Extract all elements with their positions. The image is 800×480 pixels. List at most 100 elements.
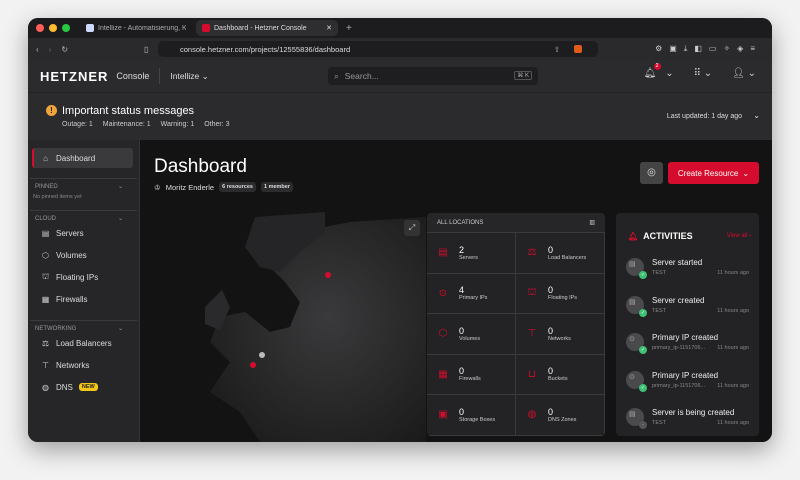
location-stat-storage-box[interactable]: ▣ 0 Storage Boxes — [427, 395, 516, 436]
sidebar-item-load-balancers[interactable]: ⚖ Load Balancers — [41, 338, 112, 348]
browser-window: Intellize - Automatisierung, KI & Da Das… — [28, 18, 772, 442]
notifications-button[interactable]: 🔔︎ 2 ⌄ — [643, 63, 674, 79]
activity-avatar: ⊙ ✓ — [626, 370, 647, 392]
load-balancer-icon: ⚖ — [527, 247, 537, 259]
location-stat-floating-ip[interactable]: ⛫ 0 Floating IPs — [516, 273, 605, 314]
pin-icon: ⊙ — [629, 336, 635, 343]
status-banner[interactable]: ! Important status messages Outage: 1 Mai… — [28, 92, 772, 140]
address-toolbar: ‹ › ↻ ▯ console.hetzner.com/projects/125… — [28, 38, 772, 60]
brave-shield-icon[interactable] — [574, 45, 582, 53]
warning-icon: ! — [46, 105, 57, 116]
location-marker-falkenstein[interactable] — [259, 352, 265, 358]
bookmark-icon[interactable]: ▯ — [144, 44, 149, 54]
close-window-button[interactable] — [36, 24, 44, 32]
pin-icon: ⊙ — [629, 373, 635, 381]
project-selector[interactable]: Intellize ⌄ — [170, 70, 209, 81]
favicon-icon — [86, 24, 94, 32]
close-tab-icon[interactable]: ✕ — [326, 25, 332, 32]
location-stat-cube[interactable]: ⬡ 0 Volumes — [427, 314, 516, 355]
forward-icon[interactable]: › — [48, 44, 52, 54]
location-marker-nuremberg[interactable] — [250, 362, 256, 368]
sidebar-item-dns[interactable]: ◍ DNS NEW — [28, 376, 139, 398]
expand-map-button[interactable]: ⤢ — [404, 220, 420, 236]
user-menu-button[interactable]: 👤︎ ⌄ — [732, 68, 756, 79]
location-marker-helsinki[interactable] — [325, 272, 331, 278]
apps-grid-button[interactable]: ⠿ ⌄ — [693, 68, 713, 79]
check-icon: ✓ — [639, 308, 647, 317]
members-badge: 1 member — [260, 182, 293, 192]
tab-dashboard[interactable]: Dashboard - Hetzner Console ✕ — [196, 20, 338, 36]
location-stat-globe[interactable]: ◍ 0 DNS Zones — [516, 395, 605, 436]
activity-item[interactable]: ⊙ ✓ Primary IP created primary_ip-1151706..… — [626, 370, 751, 392]
url-field[interactable]: console.hetzner.com/projects/12555836/da… — [158, 41, 598, 57]
maximize-button[interactable] — [62, 24, 70, 32]
networking-section[interactable]: NETWORKING ⌄ — [30, 320, 137, 332]
map-icon[interactable]: ▥ — [589, 220, 595, 226]
pin-icon: ⊙ — [438, 287, 448, 299]
load-balancer-icon: ⚖ — [41, 338, 50, 348]
hetzner-logo[interactable]: HETZNER — [40, 68, 109, 84]
bucket-icon: ⊔ — [528, 368, 536, 380]
sidebar-item-floating-ips[interactable]: ⛫ Floating IPs — [41, 272, 99, 282]
floating-ip-icon: ⛫ — [41, 272, 50, 281]
map-scandinavia — [245, 212, 325, 272]
server-icon: ▤ — [629, 261, 636, 268]
firewall-icon: ▦ — [438, 368, 448, 380]
storage-box-icon: ▣ — [438, 409, 448, 421]
hetzner-favicon-icon — [202, 24, 210, 32]
create-resource-button[interactable]: Create Resource ⌄ — [668, 162, 759, 184]
activity-item[interactable]: ▤ · Server is being created TEST 11 hours ag… — [626, 408, 751, 429]
server-icon: ▤ — [41, 228, 50, 238]
view-all-link[interactable]: View all › — [726, 233, 751, 239]
tab-intellize[interactable]: Intellize - Automatisierung, KI & Da — [80, 20, 192, 36]
activity-item[interactable]: ▤ ✓ Server created TEST 11 hours ago — [626, 295, 751, 317]
activity-item[interactable]: ⊙ ✓ Primary IP created primary_ip-1151706..… — [626, 333, 751, 354]
pinned-section[interactable]: PINNED ⌄ — [30, 178, 137, 190]
page-title: Dashboard — [154, 156, 247, 177]
share-icon[interactable]: ⇧ — [553, 44, 560, 54]
server-icon: ▤ — [629, 298, 636, 306]
sidebar-item-networks[interactable]: ⊤ Networks — [42, 360, 90, 370]
location-stat-firewall[interactable]: ▦ 0 Firewalls — [427, 354, 516, 395]
sidebar-item-servers[interactable]: ▤ Servers — [41, 228, 84, 238]
bell-icon: 🔔︎ — [643, 68, 657, 79]
globe-icon: ◍ — [527, 409, 537, 421]
sidebar-item-firewalls[interactable]: ▦ Firewalls — [41, 294, 88, 304]
search-input[interactable]: ⌕ Search... ⌘ K — [328, 67, 538, 85]
location-stat-network[interactable]: ⊤ 0 Networks — [516, 314, 605, 355]
map-landmass — [210, 217, 426, 442]
locations-panel: ALL LOCATIONS ▥ ▤ 2 Servers ⚖ 0 Load Balancers… — [427, 213, 605, 436]
main-content: Dashboard ♔ Moritz Enderle 6 resources 1 me… — [140, 140, 772, 442]
activity-item[interactable]: ▤ ✓ Server started TEST 11 hours ago — [626, 258, 751, 279]
locations-map[interactable] — [150, 212, 426, 442]
activities-panel: 🔔︎ ACTIVITIES View all › ▤ ✓ Server started… — [616, 213, 759, 436]
new-tab-button[interactable]: + — [346, 22, 352, 34]
sidebar-item-dashboard[interactable]: ⌂ Dashboard — [32, 148, 133, 168]
browser-toolbar-icons[interactable]: ⚙▣⤓◧▭✧◈≡ — [655, 44, 762, 53]
activity-avatar: ▤ ✓ — [626, 258, 647, 279]
location-stat-server[interactable]: ▤ 2 Servers — [427, 233, 516, 274]
sidebar: ⌂ Dashboard PINNED ⌄ No pinned items yet C… — [28, 140, 140, 442]
map-britain — [205, 290, 230, 330]
globe-icon: ◍ — [42, 382, 49, 392]
back-icon[interactable]: ‹ — [36, 44, 39, 54]
minimize-button[interactable] — [49, 24, 57, 32]
cube-icon: ⬡ — [42, 250, 49, 260]
window-controls[interactable] — [36, 24, 70, 32]
activity-avatar: ⊙ ✓ — [626, 333, 647, 354]
expand-chevron-icon[interactable]: ⌄ — [753, 111, 760, 120]
reload-icon[interactable]: ↻ — [61, 44, 69, 54]
cloud-section[interactable]: CLOUD ⌄ — [30, 210, 137, 222]
location-stat-pin[interactable]: ⊙ 4 Primary IPs — [427, 273, 516, 314]
network-icon: ⊤ — [527, 328, 537, 340]
location-stat-load-balancer[interactable]: ⚖ 0 Load Balancers — [516, 233, 605, 274]
app-header: HETZNER Console Intellize ⌄ ⌕ Search... ⌘ … — [28, 60, 772, 92]
floating-ip-icon: ⛫ — [527, 286, 537, 298]
resources-badge: 6 resources — [219, 182, 256, 192]
chevron-down-icon: ⌄ — [665, 68, 674, 79]
check-icon: ✓ — [639, 383, 647, 392]
pending-icon: · — [639, 421, 647, 429]
settings-button[interactable]: ◎ — [640, 162, 663, 184]
sidebar-item-volumes[interactable]: ⬡ Volumes — [42, 250, 87, 260]
location-stat-bucket[interactable]: ⊔ 0 Buckets — [516, 354, 605, 395]
